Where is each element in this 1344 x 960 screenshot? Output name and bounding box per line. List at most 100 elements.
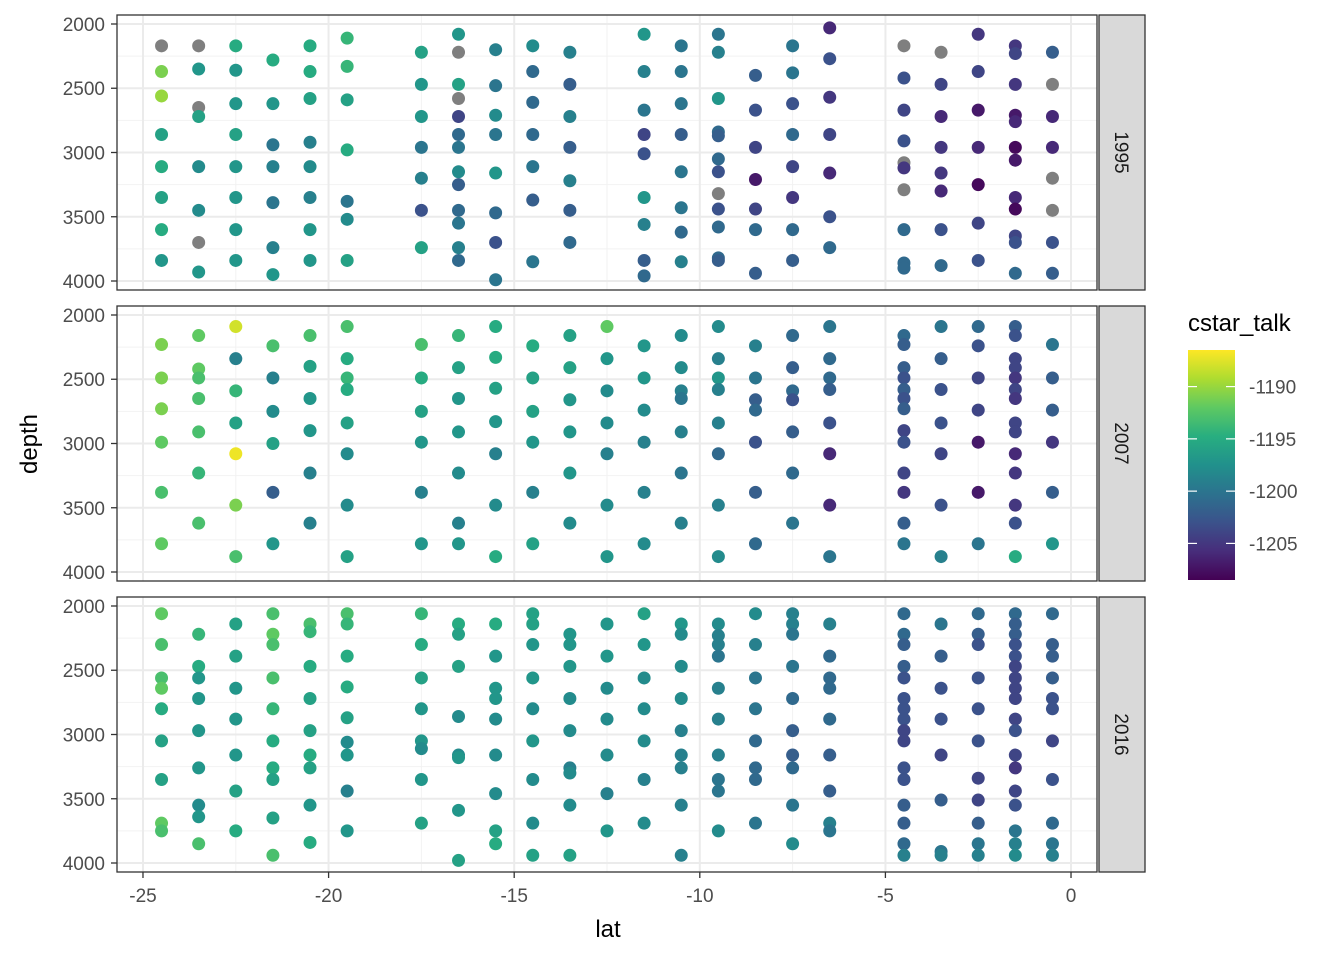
- data-point: [711, 712, 725, 726]
- data-point: [786, 425, 800, 439]
- data-point: [637, 103, 651, 117]
- data-point: [526, 95, 540, 109]
- data-point: [303, 798, 317, 812]
- data-point: [1008, 798, 1022, 812]
- data-point: [674, 659, 688, 673]
- data-point: [1008, 681, 1022, 695]
- data-point: [563, 110, 577, 124]
- y-tick-label: 4000: [63, 272, 105, 293]
- data-point: [192, 798, 206, 812]
- data-point: [452, 425, 466, 439]
- data-point: [1045, 140, 1059, 154]
- data-point: [266, 485, 280, 499]
- data-point: [786, 160, 800, 174]
- data-point: [971, 216, 985, 230]
- data-point: [303, 359, 317, 373]
- data-point: [748, 68, 762, 82]
- data-point: [340, 447, 354, 461]
- data-point: [823, 498, 837, 512]
- data-point: [489, 320, 503, 334]
- data-point: [637, 537, 651, 551]
- data-point: [192, 39, 206, 53]
- data-point: [823, 128, 837, 142]
- data-point: [711, 416, 725, 430]
- data-point: [452, 140, 466, 154]
- data-point: [266, 761, 280, 775]
- data-point: [229, 649, 243, 663]
- data-point: [1045, 203, 1059, 217]
- data-point: [971, 435, 985, 449]
- data-point: [1008, 784, 1022, 798]
- data-point: [414, 241, 428, 255]
- data-point: [452, 128, 466, 142]
- data-point: [1008, 352, 1022, 366]
- data-point: [452, 392, 466, 406]
- data-point: [674, 798, 688, 812]
- data-point: [786, 724, 800, 738]
- data-point: [897, 134, 911, 148]
- data-point: [971, 638, 985, 652]
- data-point: [711, 352, 725, 366]
- data-point: [1008, 712, 1022, 726]
- data-point: [526, 617, 540, 631]
- data-point: [786, 39, 800, 53]
- legend-label: -1200: [1249, 482, 1298, 503]
- data-point: [155, 253, 169, 267]
- data-point: [711, 772, 725, 786]
- data-point: [897, 361, 911, 375]
- y-tick-label: 2000: [63, 15, 105, 36]
- data-point: [414, 404, 428, 418]
- data-point: [229, 824, 243, 838]
- data-point: [1008, 638, 1022, 652]
- data-point: [526, 160, 540, 174]
- data-point: [192, 837, 206, 851]
- data-point: [674, 361, 688, 375]
- data-point: [748, 103, 762, 117]
- data-point: [340, 383, 354, 397]
- data-point: [823, 383, 837, 397]
- data-point: [563, 638, 577, 652]
- data-point: [748, 172, 762, 186]
- data-point: [674, 516, 688, 530]
- data-point: [897, 39, 911, 53]
- data-point: [971, 320, 985, 334]
- data-point: [1045, 607, 1059, 621]
- data-point: [897, 261, 911, 275]
- data-point: [748, 537, 762, 551]
- data-point: [266, 702, 280, 716]
- data-point: [414, 742, 428, 756]
- data-point: [711, 638, 725, 652]
- data-point: [303, 92, 317, 106]
- data-point: [786, 223, 800, 237]
- data-point: [897, 338, 911, 352]
- data-point: [674, 329, 688, 343]
- data-point: [897, 702, 911, 716]
- x-tick-label: -25: [129, 886, 156, 907]
- data-point: [897, 71, 911, 85]
- data-point: [674, 255, 688, 269]
- data-point: [1045, 848, 1059, 862]
- data-point: [971, 65, 985, 79]
- data-point: [934, 649, 948, 663]
- data-point: [897, 383, 911, 397]
- legend-title: cstar_talk: [1188, 310, 1292, 337]
- data-point: [786, 190, 800, 204]
- data-point: [229, 128, 243, 142]
- data-point: [192, 810, 206, 824]
- data-point: [452, 659, 466, 673]
- data-point: [971, 793, 985, 807]
- facet-strip: [1098, 305, 1146, 582]
- data-point: [934, 447, 948, 461]
- data-point: [526, 638, 540, 652]
- data-point: [489, 128, 503, 142]
- data-point: [489, 235, 503, 249]
- data-point: [489, 712, 503, 726]
- data-point: [711, 152, 725, 166]
- data-point: [526, 435, 540, 449]
- data-point: [192, 724, 206, 738]
- y-tick-label: 3500: [63, 790, 105, 811]
- data-point: [303, 659, 317, 673]
- y-tick-label: 3000: [63, 144, 105, 165]
- data-point: [748, 761, 762, 775]
- data-point: [1008, 392, 1022, 406]
